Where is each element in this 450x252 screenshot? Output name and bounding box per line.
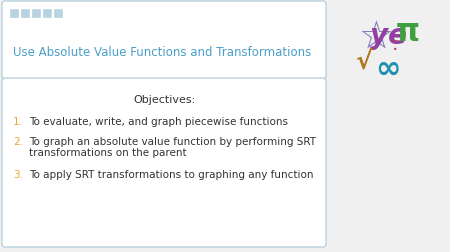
Text: :: : bbox=[392, 35, 399, 54]
FancyBboxPatch shape bbox=[22, 11, 30, 18]
Text: ∞: ∞ bbox=[375, 55, 400, 84]
Text: transformations on the parent: transformations on the parent bbox=[29, 147, 187, 158]
Text: 1.: 1. bbox=[13, 116, 23, 127]
Text: To graph an absolute value function by performing SRT: To graph an absolute value function by p… bbox=[29, 137, 316, 146]
Text: ☆: ☆ bbox=[358, 18, 393, 56]
Text: Objectives:: Objectives: bbox=[133, 94, 195, 105]
Text: π: π bbox=[396, 18, 420, 47]
Text: ye: ye bbox=[370, 22, 407, 50]
Text: Use Absolute Value Functions and Transformations: Use Absolute Value Functions and Transfo… bbox=[13, 45, 311, 58]
FancyBboxPatch shape bbox=[32, 11, 40, 18]
FancyBboxPatch shape bbox=[2, 79, 326, 247]
Text: 2.: 2. bbox=[13, 137, 23, 146]
Text: To evaluate, write, and graph piecewise functions: To evaluate, write, and graph piecewise … bbox=[29, 116, 288, 127]
Text: √: √ bbox=[355, 50, 372, 74]
Text: 3.: 3. bbox=[13, 169, 23, 179]
FancyBboxPatch shape bbox=[54, 11, 63, 18]
FancyBboxPatch shape bbox=[10, 11, 18, 18]
FancyBboxPatch shape bbox=[44, 11, 51, 18]
FancyBboxPatch shape bbox=[2, 2, 326, 80]
Text: To apply SRT transformations to graphing any function: To apply SRT transformations to graphing… bbox=[29, 169, 314, 179]
